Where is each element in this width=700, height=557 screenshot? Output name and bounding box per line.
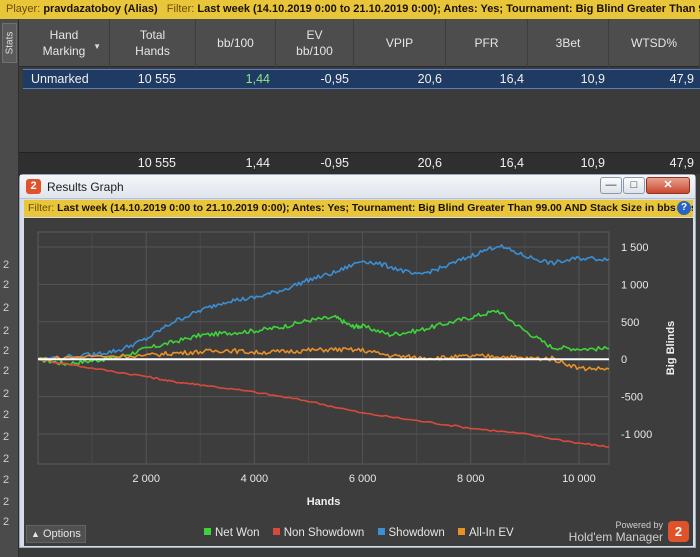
x-tick-label: 10 000 bbox=[562, 473, 596, 485]
cell-hand-marking: Unmarked bbox=[31, 72, 89, 86]
y-tick-label: 0 bbox=[621, 354, 627, 366]
legend-swatch bbox=[457, 528, 465, 535]
cell-vpip: 20,6 bbox=[417, 72, 442, 86]
column-header-vpip[interactable]: VPIP bbox=[354, 19, 446, 67]
minimize-button[interactable]: — bbox=[600, 177, 622, 194]
left-strip: Stats 2 2 2 2 2 2 2 2 2 2 2 2 2 bbox=[0, 19, 19, 557]
powered-by-line1: Powered by bbox=[615, 520, 663, 530]
cell-total-hands: 10 555 bbox=[137, 72, 176, 86]
x-axis-title: Hands bbox=[307, 496, 341, 508]
results-graph-window[interactable]: 2 Results Graph — □ ✕ Filter: Last week … bbox=[19, 174, 696, 548]
stats-table: Hand Marking ▼ Total Hands bb/100 EV bb/… bbox=[19, 19, 700, 174]
row-number: 2 bbox=[3, 259, 10, 271]
player-name[interactable]: pravdazatoboy (Alias) bbox=[43, 3, 158, 15]
graph-filter-value[interactable]: Last week (14.10.2019 0:00 to 21.10.2019… bbox=[57, 202, 693, 214]
total-pfr: 16,4 bbox=[499, 156, 524, 170]
legend-swatch bbox=[272, 528, 280, 535]
total-3bet: 10,9 bbox=[580, 156, 605, 170]
y-tick-label: 1 500 bbox=[621, 242, 649, 254]
window-titlebar[interactable]: 2 Results Graph — □ ✕ bbox=[20, 175, 695, 199]
x-tick-label: 4 000 bbox=[241, 473, 269, 485]
series-line-net-won bbox=[37, 309, 610, 366]
series-line-all-in-ev bbox=[37, 347, 610, 372]
chart-legend: Net Won Non Showdown Showdown All-In EV bbox=[204, 527, 524, 539]
row-number: 2 bbox=[3, 431, 10, 443]
column-header-pfr[interactable]: PFR bbox=[446, 19, 528, 67]
help-icon[interactable]: ? bbox=[677, 201, 691, 215]
series-line-showdown bbox=[37, 244, 610, 361]
y-tick-label: 1 000 bbox=[621, 279, 649, 291]
cell-pfr: 16,4 bbox=[499, 72, 524, 86]
legend-item-showdown[interactable]: Showdown bbox=[377, 527, 445, 539]
x-tick-label: 6 000 bbox=[349, 473, 377, 485]
dropdown-arrow-icon[interactable]: ▼ bbox=[93, 42, 101, 51]
cell-wtsd: 47,9 bbox=[669, 72, 694, 86]
powered-by: Powered by Hold'em Manager bbox=[569, 520, 663, 544]
row-number: 2 bbox=[3, 279, 10, 291]
total-ev-bb100: -0,95 bbox=[320, 156, 350, 170]
legend-swatch bbox=[377, 528, 385, 535]
plot-background bbox=[37, 231, 610, 465]
row-number: 2 bbox=[3, 474, 10, 486]
graph-filter-label: Filter: bbox=[28, 202, 55, 214]
filter-value[interactable]: Last week (14.10.2019 0:00 to 21.10.2019… bbox=[197, 3, 700, 15]
row-number: 2 bbox=[3, 516, 10, 528]
cell-3bet: 10,9 bbox=[580, 72, 605, 86]
window-title: Results Graph bbox=[47, 180, 124, 194]
powered-by-line2: Hold'em Manager bbox=[568, 530, 663, 544]
filter-label: Filter: bbox=[166, 3, 195, 15]
close-button[interactable]: ✕ bbox=[646, 177, 690, 194]
y-tick-label: -500 bbox=[621, 392, 643, 404]
cell-ev-bb100: -0,95 bbox=[320, 72, 350, 86]
stats-tab[interactable]: Stats bbox=[2, 23, 17, 63]
row-number: 2 bbox=[3, 388, 10, 400]
maximize-button[interactable]: □ bbox=[623, 177, 645, 194]
player-filter-bar: Player: pravdazatoboy (Alias) Filter: La… bbox=[0, 0, 700, 19]
total-wtsd: 47,9 bbox=[669, 156, 694, 170]
graph-filter-bar: Filter: Last week (14.10.2019 0:00 to 21… bbox=[24, 200, 693, 217]
column-header-hand-marking[interactable]: Hand Marking ▼ bbox=[19, 19, 110, 67]
options-label: Options bbox=[42, 528, 81, 540]
row-number: 2 bbox=[3, 345, 10, 357]
legend-item-allin-ev[interactable]: All-In EV bbox=[457, 527, 514, 539]
total-bb100: 1,44 bbox=[245, 156, 270, 170]
hm2-brand-icon: 2 bbox=[668, 521, 689, 542]
column-header-bb100[interactable]: bb/100 bbox=[196, 19, 276, 67]
row-number: 2 bbox=[3, 496, 10, 508]
row-number: 2 bbox=[3, 409, 10, 421]
y-tick-label: -1 000 bbox=[621, 429, 652, 441]
hm2-logo-icon: 2 bbox=[26, 179, 41, 194]
y-axis-title: Big Blinds bbox=[665, 321, 677, 375]
y-tick-label: 500 bbox=[621, 317, 639, 329]
legend-item-net-won[interactable]: Net Won bbox=[204, 527, 260, 539]
results-chart: 2 000 4 000 6 000 8 000 10 000 1 500 1 000 500 0… bbox=[37, 231, 677, 508]
row-number: 2 bbox=[3, 365, 10, 377]
column-header-wtsd[interactable]: WTSD% bbox=[609, 19, 700, 67]
row-number: 2 bbox=[3, 453, 10, 465]
legend-swatch bbox=[204, 528, 211, 535]
total-vpip: 20,6 bbox=[417, 156, 442, 170]
player-label: Player: bbox=[6, 3, 41, 15]
series-line-non-showdown bbox=[37, 358, 610, 448]
cell-bb100: 1,44 bbox=[245, 72, 270, 86]
graph-area: 2 000 4 000 6 000 8 000 10 000 1 500 1 000 500 0… bbox=[24, 218, 693, 546]
totals-row: 10 555 1,44 -0,95 20,6 16,4 10,9 47,9 bbox=[19, 152, 700, 174]
total-hands: 10 555 bbox=[137, 156, 176, 170]
table-header: Hand Marking ▼ Total Hands bb/100 EV bb/… bbox=[19, 19, 700, 67]
stats-tab-label: Stats bbox=[4, 31, 15, 55]
row-number: 2 bbox=[3, 302, 10, 314]
legend-item-non-showdown[interactable]: Non Showdown bbox=[272, 527, 364, 539]
column-header-3bet[interactable]: 3Bet bbox=[528, 19, 609, 67]
column-header-ev-bb100[interactable]: EV bb/100 bbox=[276, 19, 354, 67]
caret-up-icon: ▲ bbox=[31, 529, 40, 539]
row-number: 2 bbox=[3, 325, 10, 337]
x-tick-label: 8 000 bbox=[457, 473, 485, 485]
options-button[interactable]: ▲ Options bbox=[26, 525, 86, 543]
table-row[interactable]: Unmarked 10 555 1,44 -0,95 20,6 16,4 10,… bbox=[23, 69, 700, 89]
x-tick-label: 2 000 bbox=[132, 473, 160, 485]
column-header-total-hands[interactable]: Total Hands bbox=[110, 19, 196, 67]
